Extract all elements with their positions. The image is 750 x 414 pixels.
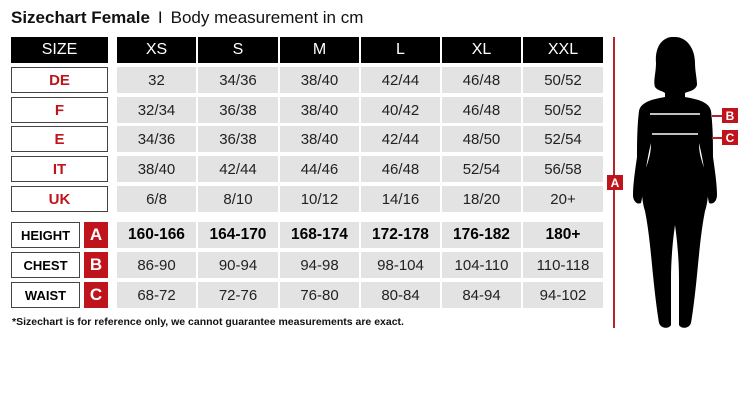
size-cell: 52/54 — [442, 156, 521, 182]
measurement-cell: 80-84 — [361, 282, 440, 308]
size-cell: 36/38 — [198, 97, 278, 123]
measurement-cell: 68-72 — [117, 282, 196, 308]
measurement-cell: 90-94 — [198, 252, 278, 278]
size-cell: 42/44 — [361, 67, 440, 93]
size-cell: 50/52 — [523, 97, 603, 123]
size-cell: 8/10 — [198, 186, 278, 212]
page-title: Sizechart Female I Body measurement in cm — [11, 8, 363, 28]
size-system-label: UK — [11, 186, 108, 212]
measurement-cell: 72-76 — [198, 282, 278, 308]
waist-marker-badge: C — [722, 130, 738, 145]
size-cell: 42/44 — [361, 126, 440, 152]
size-cell: 18/20 — [442, 186, 521, 212]
size-system-label: IT — [11, 156, 108, 182]
measurement-cell: 176-182 — [442, 222, 521, 248]
measurement-cell: 104-110 — [442, 252, 521, 278]
measurement-cell: 94-98 — [280, 252, 359, 278]
title-bold: Sizechart Female — [11, 8, 150, 27]
size-column-header: S — [198, 37, 278, 63]
size-column-header: M — [280, 37, 359, 63]
size-cell: 38/40 — [280, 67, 359, 93]
measurement-cell: 86-90 — [117, 252, 196, 278]
size-cell: 44/46 — [280, 156, 359, 182]
size-cell: 32 — [117, 67, 196, 93]
size-system-label: DE — [11, 67, 108, 93]
size-cell: 38/40 — [117, 156, 196, 182]
measurement-label: HEIGHT — [11, 222, 80, 248]
footnote: *Sizechart is for reference only, we can… — [12, 316, 404, 328]
size-cell: 46/48 — [361, 156, 440, 182]
size-cell: 52/54 — [523, 126, 603, 152]
size-cell: 42/44 — [198, 156, 278, 182]
size-cell: 48/50 — [442, 126, 521, 152]
size-header: SIZE — [11, 37, 108, 63]
measurement-badge: B — [84, 252, 108, 278]
size-cell: 36/38 — [198, 126, 278, 152]
waist-marker-tick — [712, 137, 722, 139]
measurement-cell: 164-170 — [198, 222, 278, 248]
measurement-badge: A — [84, 222, 108, 248]
measurement-cell: 110-118 — [523, 252, 603, 278]
title-separator: I — [157, 8, 163, 27]
size-system-label: F — [11, 97, 108, 123]
measurement-label: CHEST — [11, 252, 80, 278]
measurement-cell: 180+ — [523, 222, 603, 248]
size-column-header: XS — [117, 37, 196, 63]
size-cell: 6/8 — [117, 186, 196, 212]
size-cell: 32/34 — [117, 97, 196, 123]
measurement-cell: 84-94 — [442, 282, 521, 308]
size-cell: 46/48 — [442, 97, 521, 123]
size-cell: 34/36 — [198, 67, 278, 93]
size-system-label: E — [11, 126, 108, 152]
size-cell: 20+ — [523, 186, 603, 212]
size-column-header: XXL — [523, 37, 603, 63]
size-cell: 56/58 — [523, 156, 603, 182]
size-cell: 10/12 — [280, 186, 359, 212]
measurement-cell: 94-102 — [523, 282, 603, 308]
height-marker-badge: A — [607, 175, 623, 190]
measurement-label: WAIST — [11, 282, 80, 308]
size-cell: 38/40 — [280, 126, 359, 152]
size-cell: 40/42 — [361, 97, 440, 123]
size-cell: 38/40 — [280, 97, 359, 123]
size-column-header: L — [361, 37, 440, 63]
chest-marker-badge: B — [722, 108, 738, 123]
measurement-badge: C — [84, 282, 108, 308]
female-silhouette-icon — [633, 37, 717, 328]
measurement-cell: 168-174 — [280, 222, 359, 248]
chest-marker-tick — [712, 115, 722, 117]
measurement-cell: 98-104 — [361, 252, 440, 278]
measurement-cell: 172-178 — [361, 222, 440, 248]
size-cell: 46/48 — [442, 67, 521, 93]
size-cell: 34/36 — [117, 126, 196, 152]
measurement-cell: 76-80 — [280, 282, 359, 308]
measurement-cell: 160-166 — [117, 222, 196, 248]
title-subtitle: Body measurement in cm — [170, 8, 364, 27]
size-column-header: XL — [442, 37, 521, 63]
size-cell: 14/16 — [361, 186, 440, 212]
size-cell: 50/52 — [523, 67, 603, 93]
